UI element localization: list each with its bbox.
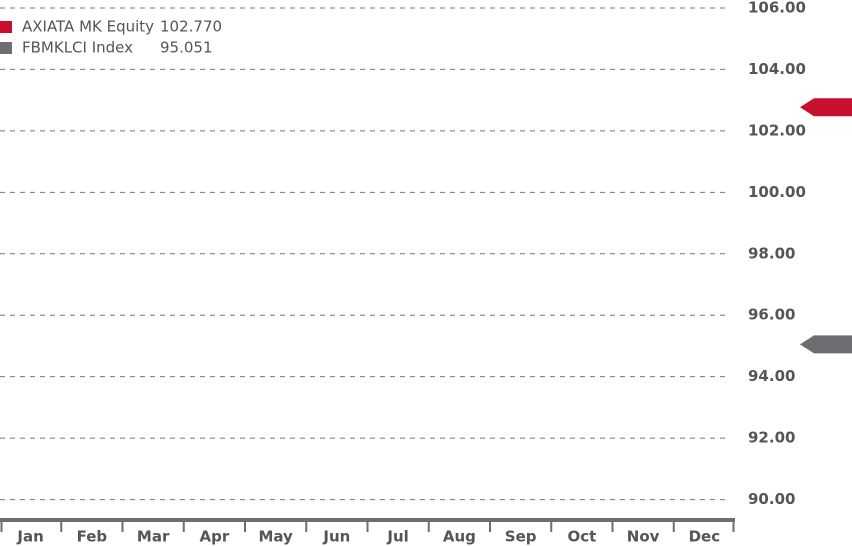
y-tick-label: 100.00 (748, 183, 806, 201)
x-tick-label: Aug (443, 528, 476, 546)
last-value-marker (800, 335, 852, 354)
x-tick-label: Sep (505, 528, 537, 546)
y-tick-label: 102.00 (748, 121, 806, 139)
x-tick-label: Apr (200, 528, 230, 546)
legend-swatch (0, 42, 12, 54)
x-tick-label: May (258, 528, 293, 546)
x-tick-label: Jan (16, 528, 43, 546)
y-tick-label: 92.00 (748, 429, 795, 447)
legend-label: FBMKLCI Index (22, 39, 133, 57)
legend-value: 95.051 (160, 39, 213, 57)
y-tick-label: 90.00 (748, 490, 795, 508)
legend-value: 102.770 (160, 18, 222, 36)
x-tick-label: Dec (689, 528, 721, 546)
legend-label: AXIATA MK Equity (22, 18, 154, 36)
x-tick-label: Mar (137, 528, 170, 546)
y-tick-label: 98.00 (748, 244, 795, 262)
last-value-marker (800, 98, 852, 117)
x-tick-label: Jun (322, 528, 350, 546)
y-tick-label: 106.00 (748, 0, 806, 16)
x-tick-label: Jul (386, 528, 408, 546)
x-tick-label: Feb (77, 528, 108, 546)
legend-swatch (0, 21, 12, 33)
x-tick-label: Nov (627, 528, 660, 546)
y-tick-label: 94.00 (748, 367, 795, 385)
x-tick-label: Oct (567, 528, 596, 546)
y-tick-label: 96.00 (748, 306, 795, 324)
y-tick-label: 104.00 (748, 60, 806, 78)
